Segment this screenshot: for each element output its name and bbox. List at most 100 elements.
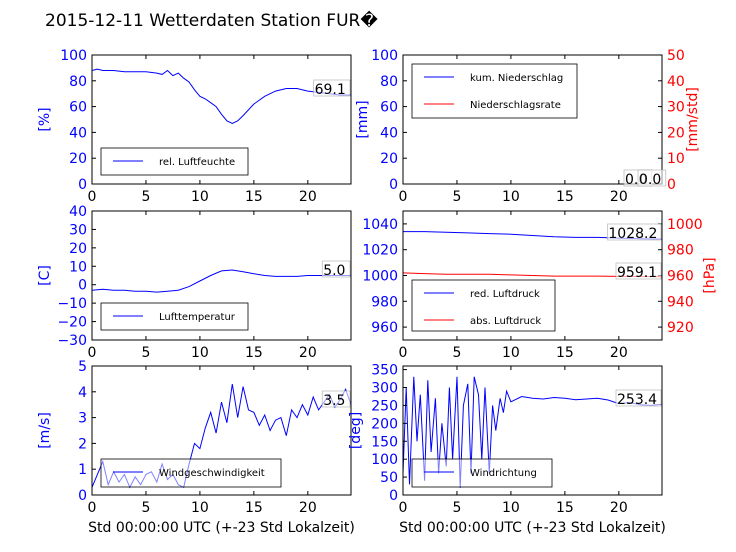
panel-5-y-tick-label: 5 <box>78 359 87 375</box>
panel-1-y-tick-label: 60 <box>69 100 87 116</box>
panel-6-y-axis-label: [deg] <box>348 412 364 449</box>
panel-6-y-tick-label: 350 <box>371 363 398 379</box>
panel-2-frame <box>402 54 663 185</box>
panel-2-y-tick-label: 0 <box>389 177 398 193</box>
panel-1-series-1-line <box>91 68 351 124</box>
panel-1-frame <box>91 54 352 185</box>
panel-4-y2-tick-label: 960 <box>667 269 694 285</box>
panel-1-y-axis-label: [%] <box>37 107 53 131</box>
panel-1-y-tick-label: 40 <box>69 125 87 141</box>
panel-5-x-tick-label: 0 <box>88 500 97 516</box>
panel-2-y2-tick-label: 10 <box>667 151 685 167</box>
panel-2-y-tick-label: 20 <box>380 151 398 167</box>
panel-1-y-tick-label: 100 <box>60 48 87 64</box>
panel-4-y2-tick-label: 1000 <box>667 217 703 233</box>
panel-3-y-tick-label: 0 <box>78 278 87 294</box>
panel-5-x-tick-label: 15 <box>245 500 263 516</box>
panel-4-y-tick-label: 1040 <box>362 217 398 233</box>
panel-6-y-tick-label: 100 <box>371 452 398 468</box>
panel-3-x-tick-label: 0 <box>88 345 97 361</box>
panel-6-y-tick-label: 150 <box>371 434 398 450</box>
panel-2-annotation-value: 0.0 <box>639 172 661 188</box>
panel-6-y-tick-label: 200 <box>371 416 398 432</box>
panel-1-legend-label: rel. Luftfeuchte <box>159 157 235 168</box>
panel-4-y2-tick-label: 940 <box>667 294 694 310</box>
panel-2-y-tick-label: 80 <box>380 74 398 90</box>
panel-2-y-tick-label: 40 <box>380 125 398 141</box>
panel-6-x-tick-label: 5 <box>452 500 461 516</box>
panel-4-x-tick-label: 5 <box>452 345 461 361</box>
panel-5-annotation-value: 3.5 <box>323 393 345 409</box>
panel-2-y-tick-label: 60 <box>380 100 398 116</box>
panel-5-y-tick-label: 4 <box>78 385 87 401</box>
panel-1-y-tick-label: 20 <box>69 151 87 167</box>
panel-5-legend-label: Windgeschwindigkeit <box>159 468 265 479</box>
panel-4-y2-axis-label: [hPa] <box>702 257 718 293</box>
panel-3-legend-label: Lufttemperatur <box>159 312 236 323</box>
panel-6-y-tick-label: 50 <box>380 470 398 486</box>
panel-4-legend-label: red. Luftdruck <box>470 289 540 300</box>
panel-2-y2-tick-label: 30 <box>667 100 685 116</box>
panel-5-annotation-box <box>321 390 351 408</box>
panel-2-y2-tick-label: 20 <box>667 125 685 141</box>
panel-6-x-tick-label: 0 <box>399 500 408 516</box>
panel-6-y-tick-label: 300 <box>371 381 398 397</box>
panel-5-x-tick-label: 5 <box>141 500 150 516</box>
panel-1-x-tick-label: 15 <box>245 189 263 205</box>
panel-4-y-tick-label: 1020 <box>362 243 398 259</box>
panel-3-x-tick-label: 10 <box>191 345 209 361</box>
panel-3-x-tick-label: 20 <box>299 345 317 361</box>
panel-2-legend-box <box>411 63 578 119</box>
panel-3-y-tick-label: 30 <box>69 222 87 238</box>
panel-3-annotation-box <box>321 260 351 278</box>
chart-title: 2015-12-11 Wetterdaten Station FUR� <box>45 10 378 31</box>
panel-3-y-tick-label: 40 <box>69 204 87 220</box>
panel-4-legend-box <box>411 279 556 332</box>
panel-2-legend-label: Niederschlagsrate <box>470 100 561 111</box>
panel-2-x-tick-label: 5 <box>452 189 461 205</box>
panel-6-legend-box <box>411 458 553 488</box>
panel-5-x-tick-label: 20 <box>299 500 317 516</box>
panel-2-x-tick-label: 10 <box>502 189 520 205</box>
panel-4-legend-label: abs. Luftdruck <box>470 316 541 327</box>
panel-2-x-tick-label: 0 <box>399 189 408 205</box>
panel-6-annotation-value: 253.4 <box>617 392 657 408</box>
panel-6-annotation-box <box>615 389 662 407</box>
panel-6-frame <box>402 365 663 496</box>
panel-6-x-tick-label: 20 <box>610 500 628 516</box>
panel-3-y-tick-label: −30 <box>57 333 87 349</box>
panel-5-legend-box <box>100 458 282 488</box>
panel-1-x-tick-label: 20 <box>299 189 317 205</box>
panel-1-x-tick-label: 5 <box>141 189 150 205</box>
panel-4-x-tick-label: 10 <box>502 345 520 361</box>
panel-5-frame <box>91 365 352 496</box>
panel-3-y-tick-label: 10 <box>69 259 87 275</box>
panel-4-annotation-box <box>615 262 662 280</box>
panel-6-x-tick-label: 15 <box>556 500 574 516</box>
panel-6-legend-label: Windrichtung <box>470 468 537 479</box>
panel-4-x-tick-label: 0 <box>399 345 408 361</box>
panel-5-y-tick-label: 2 <box>78 436 87 452</box>
panel-1-annotation-value: 69.1 <box>315 82 346 98</box>
panel-2-y2-tick-label: 40 <box>667 74 685 90</box>
panel-2-x-tick-label: 20 <box>610 189 628 205</box>
panel-3-frame <box>91 210 352 341</box>
panel-4-x-tick-label: 20 <box>610 345 628 361</box>
panel-4-annotation-box <box>607 223 662 241</box>
panel-4-annotation-value: 1028.2 <box>608 226 657 242</box>
panel-2-x-tick-label: 15 <box>556 189 574 205</box>
panel-2-annotation-box <box>637 169 667 187</box>
panel-3-annotation-value: 5.0 <box>323 263 345 279</box>
panel-4-y-tick-label: 980 <box>371 294 398 310</box>
panel-5-y-tick-label: 0 <box>78 488 87 504</box>
panel-2-y2-tick-label: 50 <box>667 48 685 64</box>
panel-3-y-tick-label: −20 <box>57 315 87 331</box>
panel-6-y-tick-label: 250 <box>371 398 398 414</box>
panel-1-annotation-box <box>313 79 351 97</box>
panel-3-y-axis-label: [C] <box>37 265 53 286</box>
panel-4-y-tick-label: 1000 <box>362 269 398 285</box>
panel-1-y-tick-label: 80 <box>69 74 87 90</box>
panel-3-y-tick-label: −10 <box>57 296 87 312</box>
panel-6-y-tick-label: 0 <box>389 488 398 504</box>
